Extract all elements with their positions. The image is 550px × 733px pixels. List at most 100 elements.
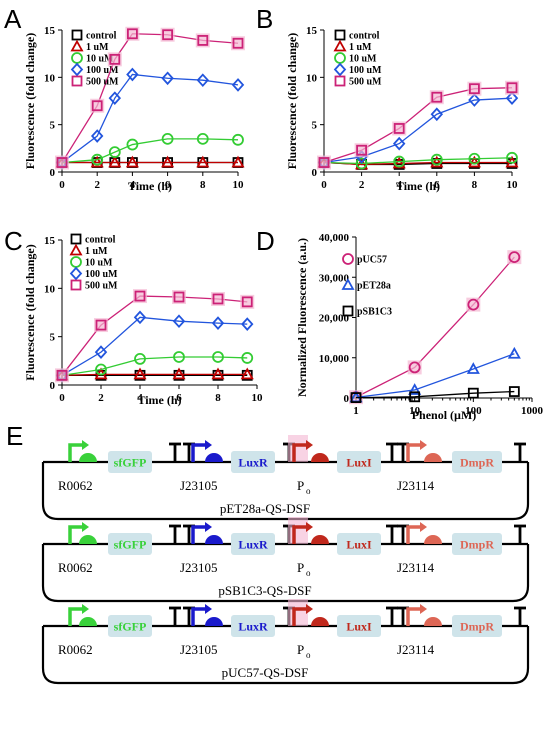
- data-point: [356, 144, 368, 156]
- data-point: [94, 345, 108, 359]
- label-j23105: J23105: [180, 478, 218, 493]
- point-halo: [240, 294, 255, 309]
- data-point: [506, 151, 518, 164]
- data-point: [505, 91, 519, 105]
- point-halo: [133, 289, 147, 304]
- point-halo: [90, 98, 105, 113]
- data-point: [172, 367, 186, 380]
- gene-luxi-box: [337, 533, 381, 555]
- data-point: [430, 155, 444, 168]
- point-halo: [55, 368, 69, 383]
- gene-sfgfp-label: sfGFP: [114, 456, 147, 470]
- promoter-j23114-icon: [406, 522, 427, 544]
- gene-dmpr-label: DmpR: [460, 620, 494, 634]
- legend-label: 500 uM: [85, 281, 118, 292]
- data-point: [409, 391, 421, 403]
- legend-entry: 500 uM: [70, 279, 118, 292]
- promoter-r0062-icon: [68, 604, 89, 626]
- x-tick-label: 1: [353, 405, 359, 417]
- y-tick-label: 15: [44, 25, 56, 37]
- data-point: [408, 361, 421, 374]
- promoter-j23114-icon: [406, 604, 427, 626]
- legend-marker: [70, 39, 84, 52]
- legend-label: 500 uM: [349, 77, 382, 88]
- label-j23114: J23114: [397, 478, 435, 493]
- data-point: [108, 91, 122, 105]
- series-500-um: [55, 289, 255, 383]
- construct-diagrams: sfGFP LuxR LuxI DmpR R0062 J23105 J23114 P o pET2…: [41, 435, 530, 685]
- legend-entry: 100 uM: [69, 266, 118, 281]
- legend-entry: control: [334, 29, 380, 42]
- gene-sfgfp-label: sfGFP: [114, 620, 147, 634]
- x-tick-label: 10: [252, 392, 264, 404]
- promoter-j23114-icon: [406, 440, 427, 462]
- data-point: [232, 133, 244, 146]
- legend-label: control: [85, 235, 116, 246]
- label-po: P: [297, 642, 304, 657]
- x-tick-label: 8: [215, 392, 221, 404]
- data-point: [91, 153, 104, 166]
- series-puc57: [349, 250, 522, 405]
- legend-entry: pET28a: [341, 278, 391, 292]
- data-point: [196, 73, 210, 88]
- gene-sfgfp-box: [108, 533, 152, 555]
- gene-luxi-label: LuxI: [346, 538, 372, 552]
- gene-luxi-label: LuxI: [346, 456, 372, 470]
- series-100-um: [317, 91, 519, 170]
- y-tick-label: 0: [50, 380, 56, 392]
- point-halo: [55, 155, 69, 170]
- data-point: [241, 296, 253, 308]
- x-tick-label: 4: [137, 392, 143, 404]
- gene-dmpr-label: DmpR: [460, 456, 494, 470]
- data-point: [108, 155, 122, 168]
- y-axis-label: Fluorescence (fold change): [23, 244, 37, 380]
- x-tick-label: 100: [465, 405, 482, 417]
- y-tick-label: 15: [44, 235, 56, 247]
- legend-entry: 10 uM: [334, 52, 377, 65]
- rbs-icon: [424, 453, 442, 462]
- series-line: [323, 161, 512, 166]
- promoter-j23105-icon: [191, 604, 212, 626]
- legend-entry: 500 uM: [334, 75, 382, 88]
- data-point: [393, 155, 406, 168]
- plasmid-backbone: [41, 462, 530, 521]
- rbs-icon: [205, 617, 223, 626]
- x-tick-label: 6: [176, 392, 182, 404]
- point-halo: [467, 81, 482, 96]
- series-100-um: [55, 67, 245, 170]
- data-point: [508, 251, 521, 264]
- legend-label: pUC57: [357, 255, 387, 266]
- series-10-um: [318, 151, 518, 170]
- series-line: [61, 373, 248, 376]
- data-point: [232, 37, 244, 49]
- x-tick-label: 8: [200, 179, 206, 191]
- legend-marker: [69, 266, 83, 281]
- x-axis-label: Time (h): [396, 179, 440, 193]
- legend-marker: [333, 39, 347, 52]
- legend-label: control: [349, 31, 380, 42]
- point-halo: [231, 36, 245, 51]
- data-point: [197, 35, 209, 46]
- series-1-um: [55, 155, 245, 168]
- x-tick-label: 2: [98, 392, 104, 404]
- data-point: [350, 392, 362, 403]
- terminator-icon: [514, 442, 526, 462]
- promoter-po-icon: [292, 440, 313, 462]
- data-point: [231, 155, 245, 168]
- label-j23114: J23114: [397, 560, 435, 575]
- legend-marker: [341, 278, 355, 290]
- data-point: [95, 319, 107, 331]
- data-point: [211, 316, 225, 330]
- data-point: [126, 138, 139, 151]
- x-axis-label: Time (h): [137, 393, 181, 407]
- data-point: [430, 153, 443, 166]
- rbs-icon: [79, 535, 97, 544]
- promoter-j23105-icon: [191, 440, 212, 462]
- data-point: [430, 107, 444, 122]
- data-point: [125, 155, 139, 168]
- gene-luxi-label: LuxI: [346, 620, 372, 634]
- label-j23114: J23114: [397, 642, 435, 657]
- legend-label: 10 uM: [85, 258, 113, 269]
- promoter-po-icon: [292, 522, 313, 544]
- y-axis-label: Fluorescence (fold change): [285, 33, 299, 169]
